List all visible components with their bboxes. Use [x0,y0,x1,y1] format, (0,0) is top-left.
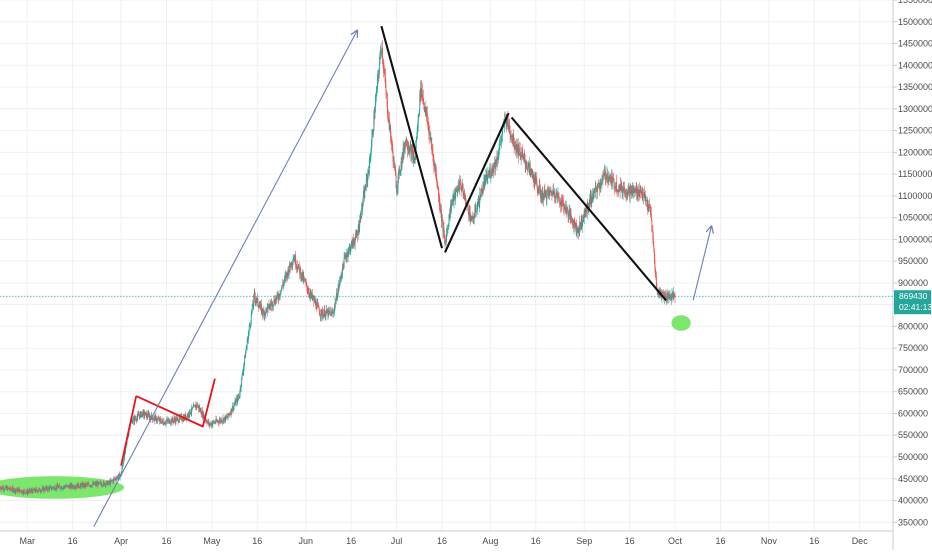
y-tick-label: 450000 [898,474,928,484]
y-tick-label: 900000 [898,278,928,288]
y-tick-label: 1350000 [898,82,932,92]
y-tick-label: 1100000 [898,191,932,201]
last-price-tag: 869430 02:41:13 [894,290,932,314]
x-tick-label: May [203,536,221,546]
candle-body [320,314,321,316]
y-tick-label: 1150000 [898,169,932,179]
x-tick-label: Oct [668,536,683,546]
x-tick-label: Nov [761,536,778,546]
y-tick-label: 600000 [898,408,928,418]
y-tick-label: 500000 [898,452,928,462]
candle-body [24,490,25,492]
candle-body [614,179,615,187]
candle-body [556,194,557,198]
highlight-ellipse [671,315,690,331]
candle-body [546,191,547,199]
x-tick-label: 16 [68,536,78,546]
x-tick-label: Aug [482,536,498,546]
candle-body [567,208,568,209]
candle-body [607,173,608,179]
candle-body [249,326,250,331]
candle-body [651,220,652,230]
candle-body [133,419,134,422]
candle-body [527,165,528,168]
candle-body [468,207,469,213]
last-price-label: 869430 [899,291,928,301]
candle-body [306,283,307,287]
x-tick-label: 16 [531,536,541,546]
x-tick-label: 16 [437,536,447,546]
candle-body [299,264,300,268]
candle-body [459,181,460,190]
x-tick-label: Jul [391,536,403,546]
candle-body [293,260,294,264]
y-tick-label: 1450000 [898,39,932,49]
x-tick-label: 16 [715,536,725,546]
y-tick-label: 1250000 [898,126,932,136]
candle-body [379,64,380,74]
candle-body [382,48,383,59]
x-tick-label: 16 [625,536,635,546]
y-tick-label: 1400000 [898,60,932,70]
candle-body [545,191,546,198]
y-tick-label: 1500000 [898,17,932,27]
candle-body [616,182,617,191]
candle-body [18,490,19,492]
candle-body [559,197,560,201]
y-tick-label: 1200000 [898,147,932,157]
candle-body [363,196,364,203]
candle-body [193,407,194,408]
y-tick-label: 1300000 [898,104,932,114]
y-tick-label: 800000 [898,321,928,331]
y-tick-label: 1000000 [898,234,932,244]
x-tick-label: 16 [161,536,171,546]
x-tick-label: 16 [252,536,262,546]
y-tick-label: 1550000 [898,0,932,5]
y-tick-label: 550000 [898,430,928,440]
x-tick-label: Jun [298,536,313,546]
y-tick-label: 700000 [898,365,928,375]
y-tick-label: 950000 [898,256,928,266]
candle-body [446,233,447,241]
x-tick-label: Sep [576,536,592,546]
x-tick-label: 16 [809,536,819,546]
candle-body [20,489,21,490]
y-tick-label: 350000 [898,517,928,527]
x-tick-label: 16 [346,536,356,546]
y-tick-label: 1050000 [898,213,932,223]
y-tick-label: 750000 [898,343,928,353]
candle-body [49,487,50,490]
candle-body [246,349,247,352]
x-tick-label: Apr [114,536,128,546]
x-tick-label: Dec [852,536,869,546]
countdown-label: 02:41:13 [899,302,932,312]
y-tick-label: 650000 [898,387,928,397]
candle-body [304,277,305,279]
x-tick-label: Mar [19,536,35,546]
candle-body [427,113,428,122]
y-tick-label: 400000 [898,496,928,506]
